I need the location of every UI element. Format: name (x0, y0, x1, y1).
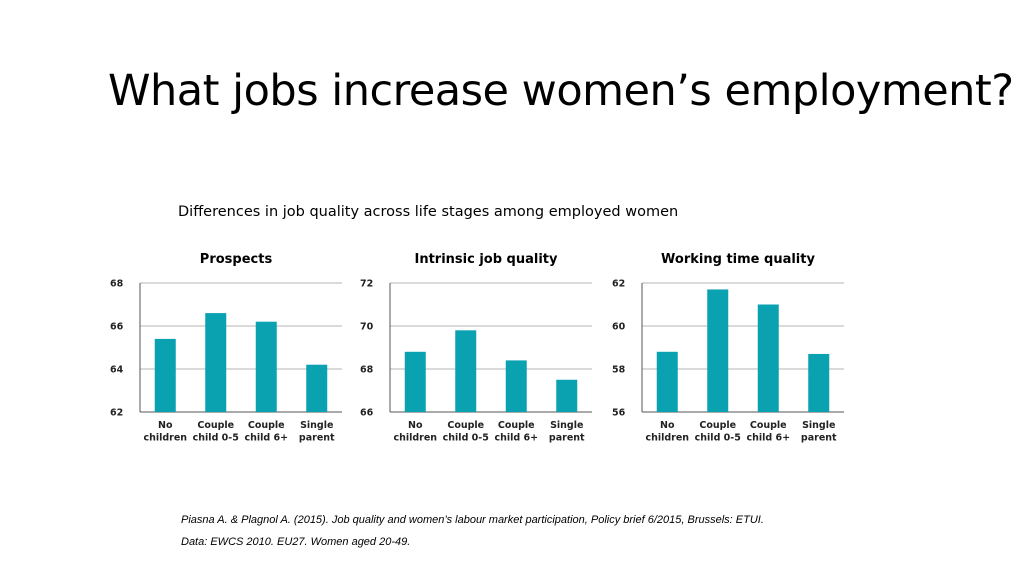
x-tick-label: Couple child 0-5 (443, 420, 489, 444)
y-tick-label: 58 (612, 365, 626, 376)
y-tick-label: 62 (110, 408, 123, 419)
bar-no-children (404, 351, 426, 412)
x-tick-label: Single parent (299, 420, 335, 444)
data-note: Data: EWCS 2010. EU27. Women aged 20-49. (181, 536, 411, 548)
chart-title: Prospects (200, 252, 273, 267)
y-tick-label: 64 (110, 365, 124, 376)
bar-no-children (656, 351, 678, 412)
y-tick-label: 68 (360, 365, 374, 376)
x-tick-label: Single parent (549, 420, 585, 444)
y-tick-label: 60 (612, 322, 626, 333)
bar-couple-child-0-5 (455, 330, 477, 412)
y-tick-label: 70 (360, 322, 374, 333)
slide-title: What jobs increase women’s employment? (108, 66, 1014, 116)
bar-single-parent (306, 364, 328, 412)
y-tick-label: 68 (110, 279, 124, 290)
bar-couple-child-0-5 (707, 289, 729, 412)
x-tick-label: Couple child 0-5 (193, 420, 239, 444)
bar-no-children (154, 338, 176, 412)
bar-couple-child-6 (757, 304, 779, 412)
x-tick-label: No children (393, 420, 437, 444)
y-tick-label: 56 (612, 408, 626, 419)
x-tick-label: No children (645, 420, 689, 444)
y-tick-label: 62 (612, 279, 625, 290)
x-tick-label: Couple child 6+ (244, 420, 288, 444)
x-tick-label: No children (143, 420, 187, 444)
bar-single-parent (556, 379, 578, 412)
chart-subtitle: Differences in job quality across life s… (178, 204, 679, 220)
x-tick-label: Couple child 6+ (494, 420, 538, 444)
y-tick-label: 66 (360, 408, 374, 419)
chart-title: Intrinsic job quality (414, 252, 558, 267)
bar-single-parent (808, 353, 830, 412)
x-tick-label: Couple child 6+ (746, 420, 790, 444)
bar-couple-child-6 (255, 321, 277, 412)
y-tick-label: 72 (360, 279, 373, 290)
source-citation: Piasna A. & Plagnol A. (2015). Job quali… (181, 514, 764, 526)
x-tick-label: Couple child 0-5 (695, 420, 741, 444)
chart-title: Working time quality (661, 252, 815, 267)
y-tick-label: 66 (110, 322, 124, 333)
bar-couple-child-6 (505, 360, 527, 412)
bar-couple-child-0-5 (205, 313, 227, 412)
x-tick-label: Single parent (801, 420, 837, 444)
